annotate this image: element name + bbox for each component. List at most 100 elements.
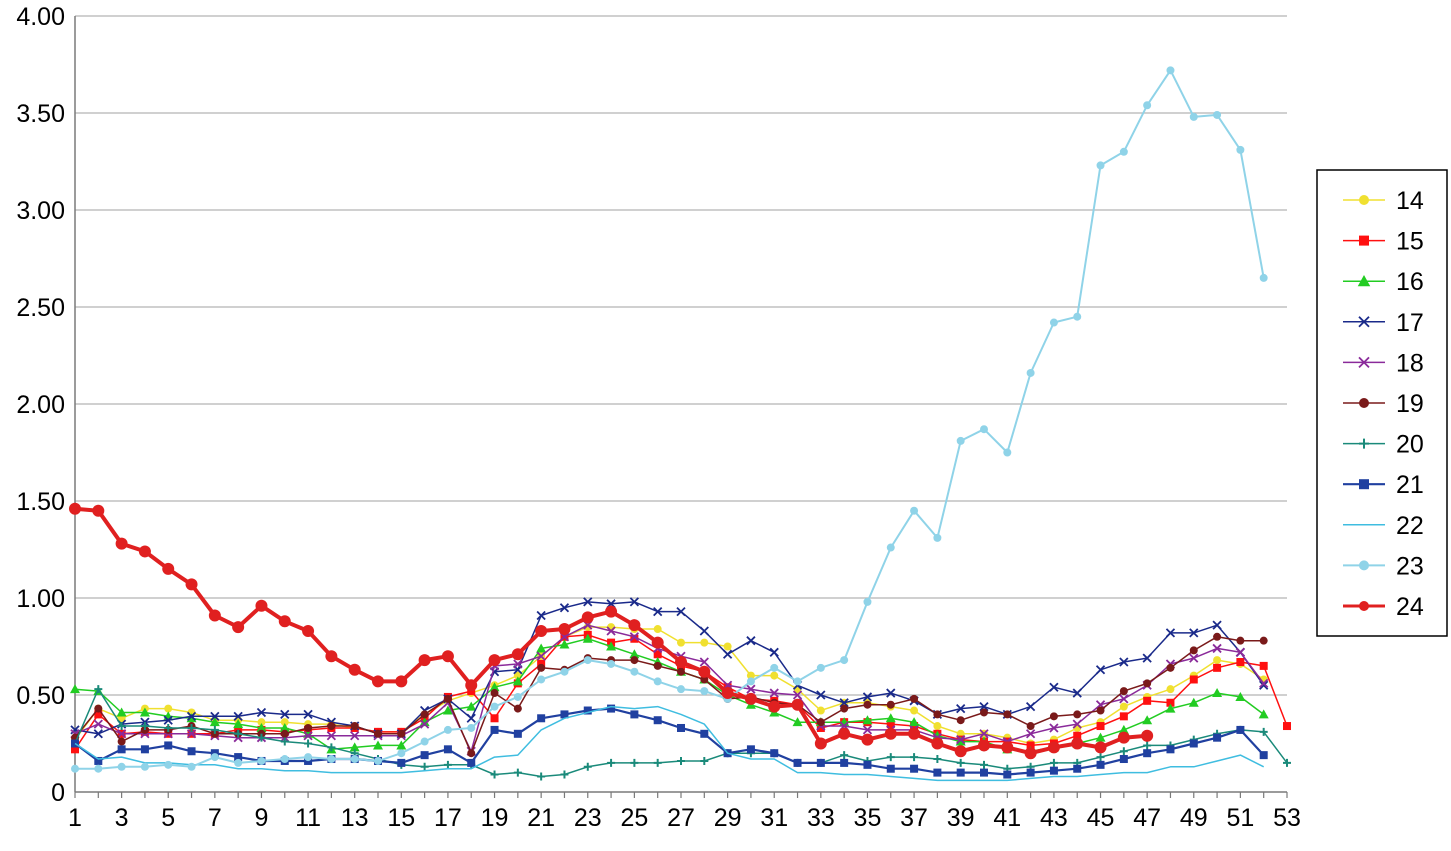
data-point	[1236, 636, 1245, 645]
data-point	[583, 597, 593, 607]
data-point	[256, 722, 267, 732]
legend-item-21: 21	[1343, 471, 1424, 499]
data-point	[1259, 661, 1268, 670]
data-point	[70, 684, 80, 694]
data-point	[209, 717, 220, 727]
data-point	[956, 758, 965, 767]
data-point	[886, 700, 895, 709]
data-point	[187, 747, 196, 756]
data-point	[862, 725, 873, 735]
data-point	[327, 743, 336, 752]
data-point	[1166, 66, 1175, 75]
legend-item-17: 17	[1343, 309, 1424, 337]
data-point	[1143, 679, 1152, 688]
series-line-14	[74, 626, 1265, 745]
data-point	[630, 656, 639, 665]
legend-item-16: 16	[1343, 268, 1424, 296]
data-point	[348, 663, 361, 676]
x-tick-label: 33	[807, 804, 835, 832]
data-point	[1072, 719, 1082, 729]
data-point	[1095, 732, 1106, 742]
data-point	[71, 764, 79, 773]
data-point	[770, 671, 779, 680]
data-point	[350, 731, 360, 741]
data-point	[1003, 448, 1012, 457]
data-point	[513, 659, 523, 669]
data-point	[164, 760, 173, 769]
data-point	[255, 599, 268, 612]
data-point	[1049, 712, 1058, 721]
data-point	[1073, 312, 1082, 321]
data-point	[71, 745, 79, 754]
data-point	[956, 716, 965, 725]
data-point	[257, 718, 266, 727]
legend-swatch-marker	[1359, 601, 1369, 611]
data-point	[607, 704, 616, 713]
data-point	[1283, 722, 1291, 731]
data-point	[956, 436, 965, 445]
data-point	[769, 688, 779, 698]
data-point	[792, 717, 803, 727]
data-point	[677, 756, 685, 765]
data-point	[466, 713, 476, 723]
data-point	[1166, 685, 1175, 694]
x-tick-label: 15	[387, 804, 415, 832]
data-point	[537, 675, 546, 684]
data-point	[210, 753, 219, 762]
data-point	[1119, 147, 1128, 156]
x-tick-label: 49	[1180, 804, 1208, 832]
legend-label: 20	[1396, 431, 1424, 459]
data-point	[1119, 747, 1128, 756]
data-point	[535, 624, 548, 637]
data-point	[92, 504, 105, 517]
series-23	[71, 66, 1268, 773]
data-point	[1073, 710, 1082, 719]
data-point	[443, 694, 452, 703]
x-tick-label: 31	[760, 804, 788, 832]
data-point	[185, 578, 198, 591]
data-point	[956, 734, 966, 745]
data-point	[1189, 653, 1199, 663]
data-point	[676, 606, 686, 617]
data-point	[630, 710, 639, 719]
data-point	[838, 727, 851, 740]
y-tick-label: 3.00	[16, 197, 65, 225]
data-point	[910, 764, 919, 773]
data-point	[770, 663, 779, 672]
x-tick-label: 39	[947, 804, 975, 832]
data-point	[117, 745, 126, 754]
data-point	[1259, 273, 1268, 282]
data-point	[1073, 731, 1082, 740]
data-point	[420, 751, 429, 760]
x-tick-label: 41	[993, 804, 1021, 832]
data-point	[956, 768, 965, 777]
data-point	[443, 760, 452, 769]
series-20	[71, 685, 1291, 781]
legend-label: 16	[1396, 268, 1424, 296]
data-point	[1283, 758, 1291, 767]
data-point	[910, 753, 919, 762]
data-point	[537, 772, 546, 781]
data-point	[537, 663, 546, 672]
x-tick-label: 3	[115, 804, 129, 832]
data-point	[653, 758, 662, 767]
data-point	[117, 762, 126, 771]
data-point	[418, 654, 431, 667]
data-point	[560, 667, 569, 676]
data-point	[280, 755, 289, 764]
data-point	[1049, 723, 1059, 733]
data-point	[280, 729, 289, 738]
data-point	[677, 667, 685, 676]
legend-swatch-marker	[1359, 438, 1369, 449]
data-point	[373, 740, 383, 750]
data-point	[653, 677, 662, 686]
data-point	[441, 650, 454, 663]
data-point	[816, 718, 825, 727]
data-point	[164, 723, 173, 732]
data-point	[910, 506, 919, 515]
data-point	[232, 621, 245, 634]
data-point	[746, 677, 755, 686]
data-point	[1118, 724, 1129, 734]
data-point	[442, 705, 453, 715]
